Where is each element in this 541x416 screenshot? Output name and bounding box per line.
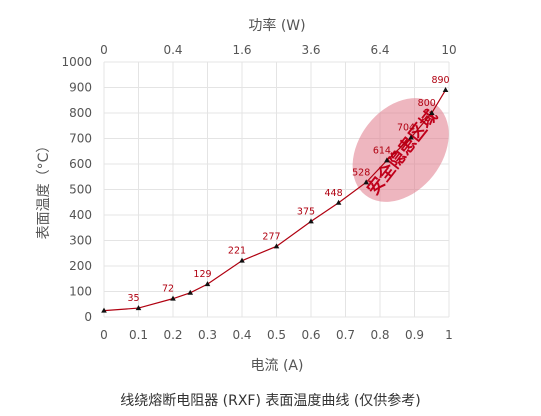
hazard-zone-ellipse — [352, 98, 449, 202]
x-tick-label: 0.1 — [129, 328, 148, 342]
data-label: 375 — [297, 206, 315, 217]
data-point-marker — [135, 305, 142, 311]
y-tick-label: 500 — [69, 183, 92, 197]
data-point-marker — [101, 307, 107, 313]
data-point-marker — [308, 218, 314, 224]
data-label: 528 — [352, 167, 370, 178]
x-tick-label: 0.6 — [301, 328, 320, 342]
data-label: 35 — [127, 293, 139, 304]
data-label: 800 — [418, 98, 436, 109]
x-tick-label: 0.3 — [198, 328, 217, 342]
series-polyline — [103, 89, 447, 312]
top-tick-label: 6.4 — [370, 43, 389, 57]
data-point-marker — [363, 179, 369, 185]
data-point-marker — [187, 289, 194, 295]
data-point-marker — [273, 243, 280, 249]
data-label: 129 — [193, 269, 211, 280]
y-tick-label: 100 — [69, 285, 92, 299]
x-tick-label: 0.7 — [336, 328, 355, 342]
top-tick-label: 1.6 — [232, 43, 251, 57]
y-tick-label: 400 — [69, 208, 92, 222]
data-point-marker — [428, 110, 435, 115]
data-point-marker — [408, 134, 414, 140]
hazard-zone: 安全隐患区域 — [352, 98, 449, 202]
x-tick-label: 0.5 — [267, 328, 286, 342]
x-tick-label: 0.8 — [370, 328, 389, 342]
y-tick-label: 600 — [69, 157, 92, 171]
top-tick-label: 0.4 — [163, 43, 182, 57]
y-tick-label: 800 — [69, 106, 92, 120]
y-tick-label: 1000 — [61, 55, 92, 69]
y-tick-label: 900 — [69, 81, 92, 95]
grid-lines — [103, 61, 450, 318]
top-axis-title: 功率 (W) — [248, 17, 305, 34]
x-tick-label: 0.2 — [163, 328, 182, 342]
x-tick-label: 0.9 — [405, 328, 424, 342]
y-tick-label: 300 — [69, 234, 92, 248]
top-tick-label: 10 — [441, 43, 456, 57]
x-axis-title: 电流 (A) — [251, 358, 304, 374]
y-axis-title: 表面温度（°C） — [36, 139, 52, 240]
data-label: 448 — [325, 188, 343, 199]
x-tick-label: 0.4 — [232, 328, 251, 342]
y-tick-label: 700 — [69, 132, 92, 146]
data-point-marker — [335, 199, 342, 205]
data-point-marker — [384, 157, 390, 163]
data-point-marker — [239, 257, 245, 263]
y-tick-label: 0 — [84, 310, 92, 324]
data-point-marker — [442, 87, 449, 93]
data-label: 277 — [262, 231, 280, 242]
data-label: 890 — [431, 75, 449, 86]
data-label: 704 — [397, 122, 415, 133]
data-label: 72 — [162, 284, 174, 295]
y-tick-label: 200 — [69, 259, 92, 273]
data-point-marker — [204, 281, 211, 287]
series-line — [101, 87, 449, 313]
top-tick-label: 0 — [100, 43, 108, 57]
x-tick-label: 1 — [445, 328, 453, 342]
x-tick-label: 0 — [100, 328, 108, 342]
data-label: 614 — [373, 145, 391, 156]
top-tick-label: 3.6 — [301, 43, 320, 57]
chart-caption: 线绕熔断电阻器 (RXF) 表面温度曲线 (仅供参考) — [120, 393, 421, 409]
data-label: 221 — [228, 246, 246, 257]
data-point-marker — [170, 295, 176, 301]
